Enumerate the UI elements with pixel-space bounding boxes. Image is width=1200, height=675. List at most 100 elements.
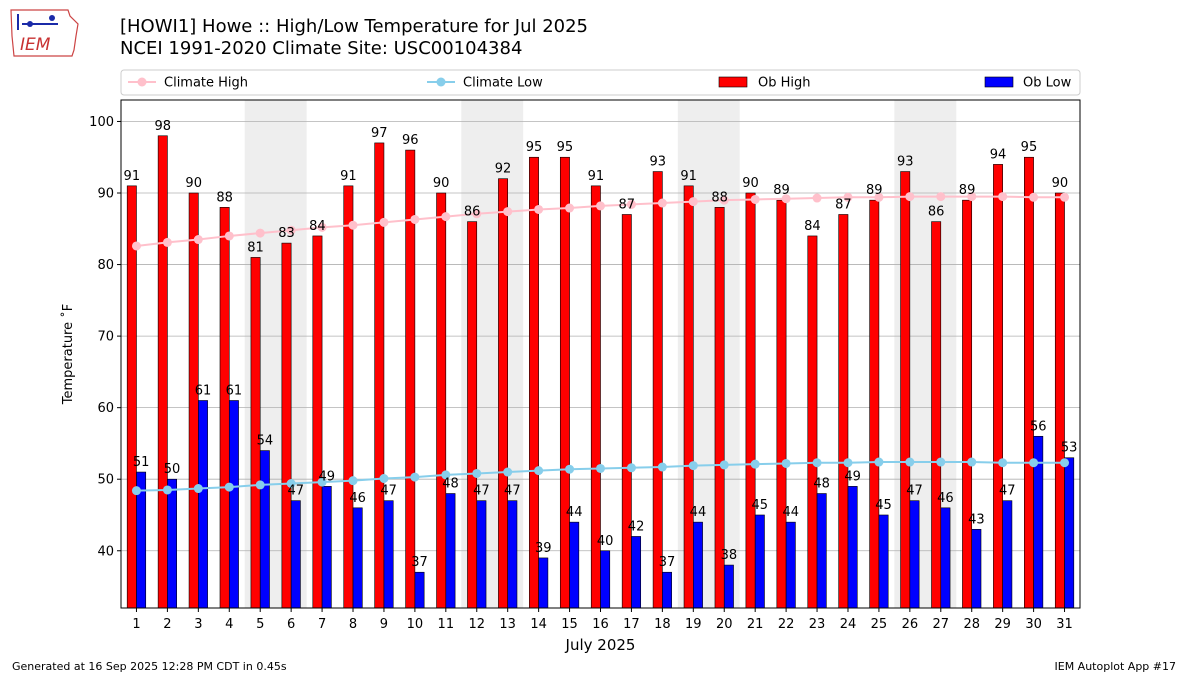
ob-low-label: 44: [782, 505, 799, 520]
x-tick-label: 14: [530, 617, 547, 632]
ob-low-bar: [662, 571, 672, 609]
ob-low-bar: [723, 564, 734, 609]
climate-high-point: [781, 194, 791, 204]
climate-low-point: [843, 458, 853, 468]
ob-low-bar: [228, 400, 239, 609]
ob-low-bar: [940, 507, 951, 609]
x-tick-label: 27: [933, 617, 950, 632]
ob-low-bar: [352, 507, 363, 609]
ob-high-label: 91: [124, 169, 141, 184]
x-tick-label: 6: [287, 617, 295, 632]
x-tick-label: 18: [654, 617, 671, 632]
page-title: [HOWI1] Howe :: High/Low Temperature for…: [120, 16, 588, 60]
climate-high-point: [410, 214, 420, 224]
ob-low-label: 43: [968, 512, 985, 527]
climate-high-point: [565, 203, 575, 213]
ob-high-label: 89: [773, 183, 790, 198]
x-tick-label: 3: [194, 617, 202, 632]
legend-climate-low-label: Climate Low: [463, 76, 543, 91]
climate-low-point: [1060, 458, 1070, 468]
ob-high-label: 91: [680, 169, 697, 184]
climate-low-point: [874, 457, 884, 467]
ob-high-label: 95: [1021, 140, 1038, 155]
climate-high-point: [905, 192, 915, 202]
ob-high-bar: [436, 192, 447, 609]
climate-high-point: [472, 209, 482, 219]
climate-high-point: [317, 222, 327, 232]
ob-high-label: 88: [711, 190, 728, 205]
climate-low-point: [193, 484, 203, 494]
ob-high-bar: [900, 171, 911, 609]
legend-climate-high-label: Climate High: [164, 76, 248, 91]
ob-high-label: 90: [433, 176, 450, 191]
legend-ob-low-label: Ob Low: [1023, 76, 1072, 91]
climate-high-point: [596, 201, 605, 211]
ob-high-label: 94: [990, 147, 1007, 162]
ob-low-label: 47: [504, 484, 521, 499]
ob-high-label: 93: [897, 155, 914, 170]
climate-low-point: [657, 462, 667, 472]
ob-high-label: 96: [402, 133, 419, 148]
x-tick-label: 25: [871, 617, 888, 632]
climate-low-point: [131, 486, 141, 496]
climate-low-point: [441, 470, 451, 480]
ob-low-bar: [259, 450, 270, 609]
ob-low-bar: [909, 500, 920, 609]
ob-high-bar: [374, 142, 385, 609]
ob-high-label: 93: [649, 155, 666, 170]
ob-high-bar: [343, 185, 354, 609]
climate-low-point: [534, 466, 544, 476]
ob-high-bar: [993, 164, 1003, 609]
climate-high-point: [998, 192, 1008, 202]
ob-high-bar: [652, 171, 663, 609]
ob-high-label: 88: [216, 190, 233, 205]
ob-high-label: 86: [464, 205, 481, 220]
x-tick-label: 23: [809, 617, 826, 632]
climate-high-point: [348, 220, 358, 230]
ob-low-label: 46: [937, 491, 954, 506]
ob-low-label: 54: [257, 434, 274, 449]
ob-high-bar: [838, 214, 849, 609]
ob-high-bar: [188, 192, 199, 609]
x-tick-label: 13: [499, 617, 516, 632]
climate-low-point: [998, 458, 1008, 468]
title-line-2: NCEI 1991-2020 Climate Site: USC00104384: [120, 38, 523, 59]
ob-high-bar: [962, 199, 973, 609]
climate-low-point: [410, 472, 420, 482]
x-tick-label: 9: [380, 617, 388, 632]
legend-climate-low-marker: [436, 77, 446, 87]
ob-low-bar: [971, 528, 982, 609]
x-tick-label: 26: [902, 617, 919, 632]
iem-logo: IEM: [10, 9, 79, 57]
x-tick-label: 2: [163, 617, 171, 632]
ob-low-label: 51: [133, 455, 150, 470]
x-tick-label: 24: [840, 617, 857, 632]
ob-high-label: 84: [309, 219, 326, 234]
legend-ob-high-label: Ob High: [758, 76, 811, 91]
x-tick-label: 15: [561, 617, 578, 632]
svg-text:IEM: IEM: [20, 35, 51, 55]
ob-low-bar: [321, 486, 332, 609]
climate-high-point: [1060, 192, 1070, 202]
climate-high-point: [162, 237, 172, 247]
climate-high-point: [534, 204, 544, 214]
climate-high-point: [193, 235, 203, 245]
ob-high-label: 90: [742, 176, 759, 191]
ob-low-label: 49: [844, 469, 861, 484]
x-tick-label: 16: [592, 617, 609, 632]
x-tick-label: 17: [623, 617, 640, 632]
climate-high-point: [379, 217, 389, 227]
ob-high-label: 89: [959, 183, 976, 198]
x-tick-label: 12: [468, 617, 485, 632]
ob-high-bar: [312, 235, 323, 609]
climate-low-point: [472, 468, 482, 478]
x-tick-label: 30: [1025, 617, 1042, 632]
ob-high-bar: [869, 199, 880, 609]
ob-low-label: 39: [535, 541, 552, 556]
climate-low-point: [596, 463, 605, 473]
climate-low-point: [224, 482, 234, 492]
ob-low-label: 44: [690, 505, 707, 520]
ob-high-bar: [776, 199, 787, 609]
climate-high-point: [843, 192, 853, 202]
ob-high-bar: [621, 214, 632, 609]
